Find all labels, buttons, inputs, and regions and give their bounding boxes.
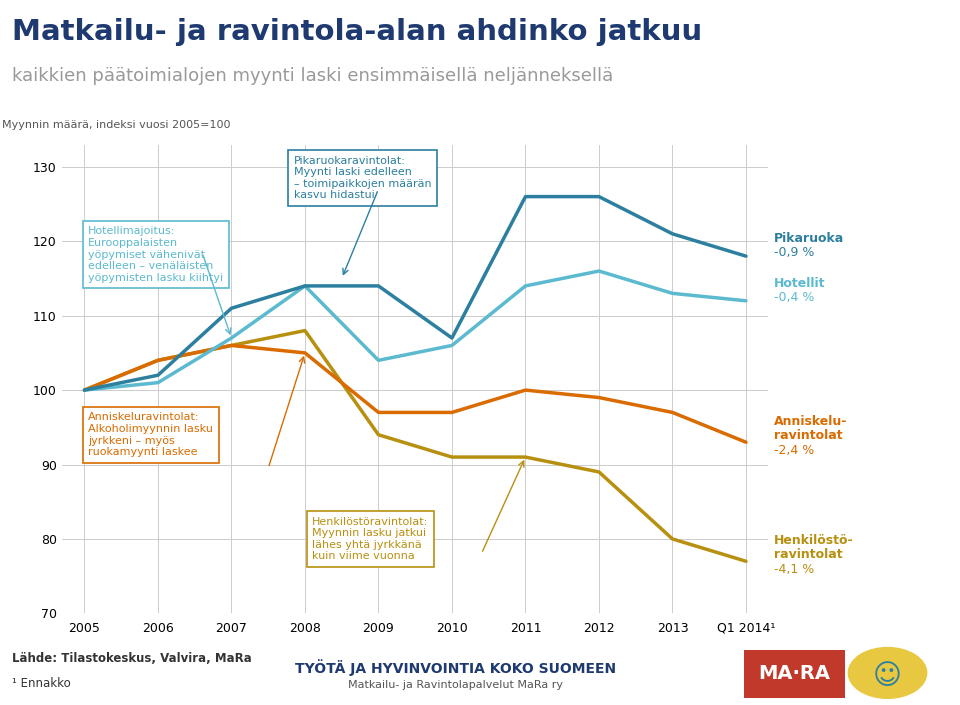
Text: kaikkien päätoimialojen myynti laski ensimmäisellä neljänneksellä: kaikkien päätoimialojen myynti laski ens…: [12, 67, 612, 85]
Text: MA·RA: MA·RA: [758, 665, 830, 683]
Text: -0,4 %: -0,4 %: [774, 290, 814, 304]
Text: ravintolat: ravintolat: [774, 429, 842, 441]
Text: Myynnin määrä, indeksi vuosi 2005=100: Myynnin määrä, indeksi vuosi 2005=100: [3, 121, 231, 130]
Text: Henkilöstö-: Henkilöstö-: [774, 534, 853, 546]
Text: Hotellimajoitus:
Eurooppalaisten
yöpymiset vähenivät
edelleen – venäläisten
yöpy: Hotellimajoitus: Eurooppalaisten yöpymis…: [88, 226, 224, 283]
Text: Hotellit: Hotellit: [774, 276, 826, 290]
Text: Anniskeluravintolat:
Alkoholimyynnin lasku
jyrkkeni – myös
ruokamyynti laskee: Anniskeluravintolat: Alkoholimyynnin las…: [88, 412, 213, 458]
Text: -4,1 %: -4,1 %: [774, 563, 814, 576]
Circle shape: [849, 647, 926, 698]
Text: ravintolat: ravintolat: [774, 548, 842, 560]
Text: TYÖTÄ JA HYVINVOINTIA KOKO SUOMEEN: TYÖTÄ JA HYVINVOINTIA KOKO SUOMEEN: [296, 659, 616, 676]
Text: Pikaruoka: Pikaruoka: [774, 232, 844, 245]
Text: -2,4 %: -2,4 %: [774, 444, 814, 457]
Text: Pikaruokaravintolat:
Myynti laski edelleen
– toimipaikkojen määrän
kasvu hidastu: Pikaruokaravintolat: Myynti laski edelle…: [294, 156, 432, 200]
Text: ¹ Ennakko: ¹ Ennakko: [12, 677, 70, 689]
Text: Lähde: Tilastokeskus, Valvira, MaRa: Lähde: Tilastokeskus, Valvira, MaRa: [12, 652, 252, 665]
Text: -0,9 %: -0,9 %: [774, 246, 814, 259]
Text: Henkilöstöravintolat:
Myynnin lasku jatkui
lähes yhtä jyrkkänä
kuin viime vuonna: Henkilöstöravintolat: Myynnin lasku jatk…: [312, 517, 428, 561]
Text: ☺: ☺: [873, 661, 902, 689]
Text: Matkailu- ja Ravintolapalvelut MaRa ry: Matkailu- ja Ravintolapalvelut MaRa ry: [348, 680, 564, 690]
Text: Matkailu- ja ravintola-alan ahdinko jatkuu: Matkailu- ja ravintola-alan ahdinko jatk…: [12, 18, 702, 46]
Text: Anniskelu-: Anniskelu-: [774, 415, 847, 427]
